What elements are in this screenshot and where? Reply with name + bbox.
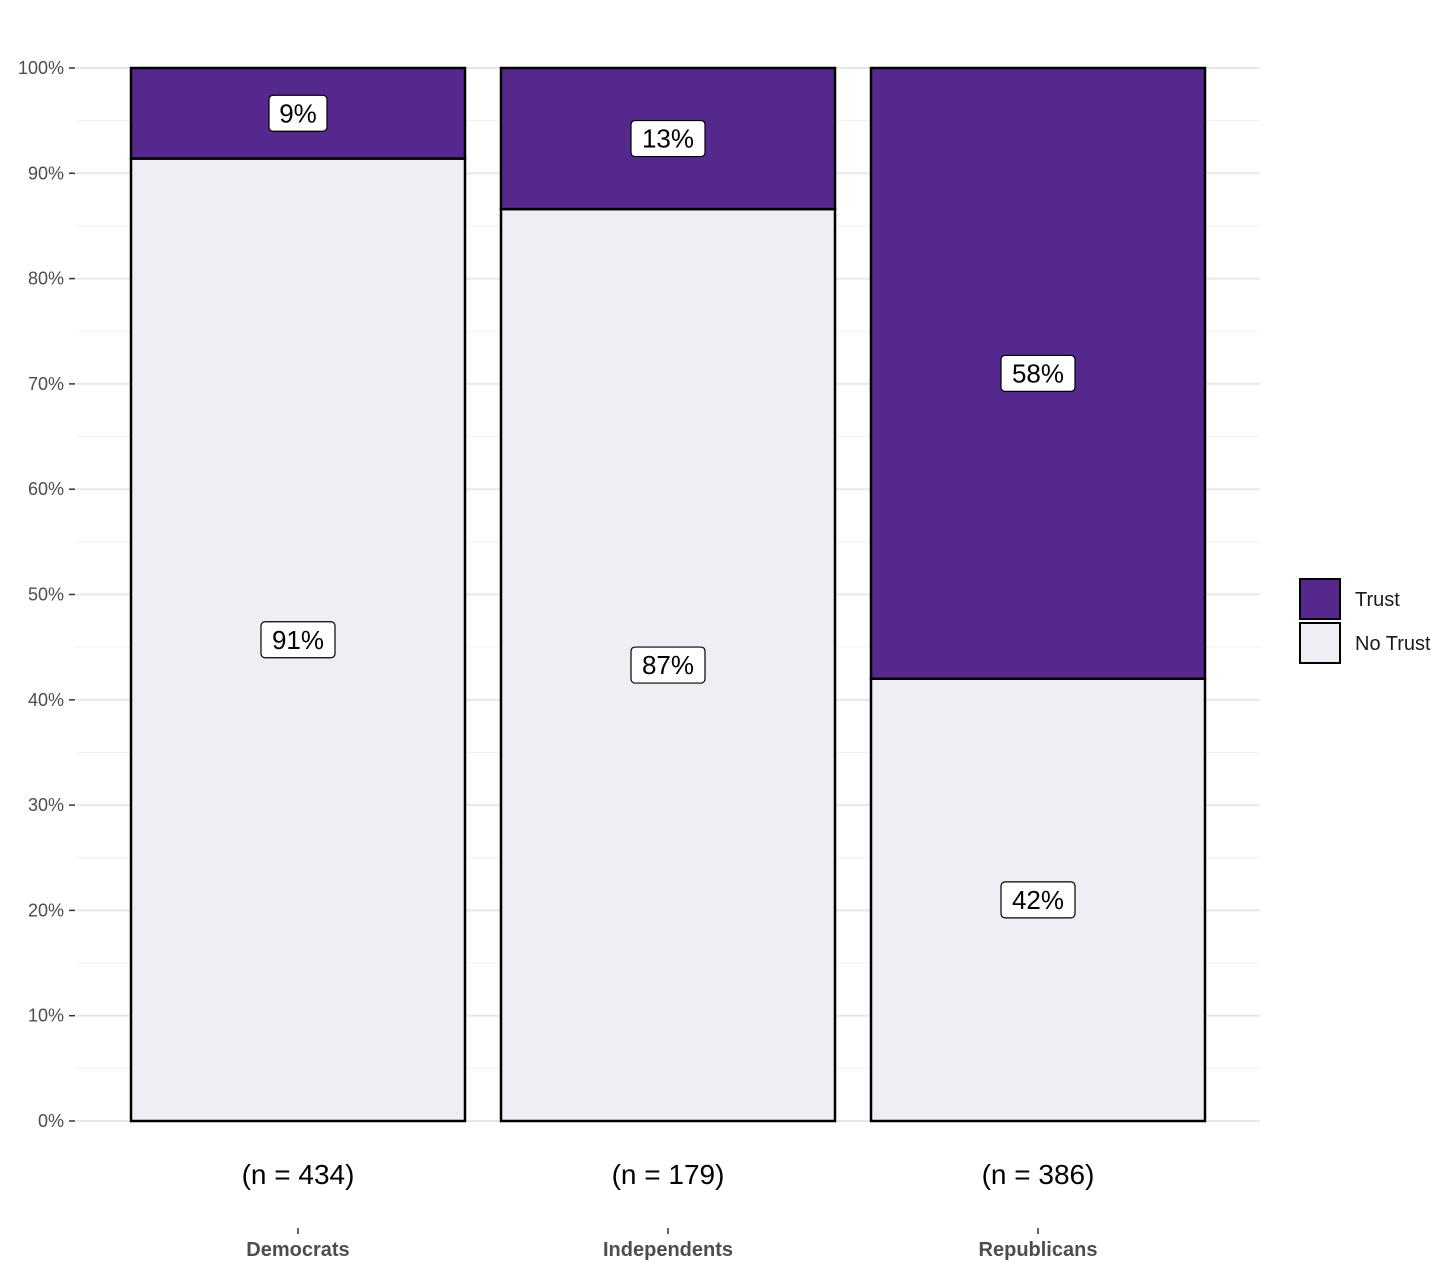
data-label: 13% bbox=[642, 124, 694, 154]
y-tick-label: 100% bbox=[18, 58, 64, 78]
y-tick-label: 0% bbox=[38, 1111, 64, 1131]
data-label: 42% bbox=[1012, 885, 1064, 915]
y-tick-label: 80% bbox=[28, 269, 64, 289]
legend-key-no-trust bbox=[1299, 622, 1341, 664]
y-tick-label: 40% bbox=[28, 690, 64, 710]
data-label: 91% bbox=[272, 625, 324, 655]
data-label-box bbox=[260, 621, 336, 659]
legend: Trust No Trust bbox=[1299, 578, 1431, 664]
legend-label: Trust bbox=[1355, 589, 1400, 611]
data-label: 87% bbox=[642, 650, 694, 680]
data-label: 9% bbox=[279, 98, 317, 128]
y-tick-label: 90% bbox=[28, 163, 64, 183]
sample-size-label: (n = 386) bbox=[982, 1159, 1095, 1190]
legend-key-trust bbox=[1299, 578, 1341, 620]
y-tick-label: 20% bbox=[28, 900, 64, 920]
x-tick-label: Democrats bbox=[246, 1239, 349, 1261]
bars bbox=[129, 66, 1207, 1123]
data-label-box bbox=[630, 119, 706, 158]
x-tick-label: Republicans bbox=[979, 1239, 1098, 1261]
data-label-box bbox=[268, 94, 328, 132]
y-tick-label: 70% bbox=[28, 374, 64, 394]
sample-size-label: (n = 179) bbox=[612, 1159, 725, 1190]
legend-label: No Trust bbox=[1355, 633, 1431, 655]
data-label: 58% bbox=[1012, 358, 1064, 388]
data-labels: 91% 9% 87% 13% 42% 58% bbox=[260, 94, 1076, 919]
y-tick-label: 30% bbox=[28, 795, 64, 815]
bar-segment-trust bbox=[869, 66, 1207, 680]
data-label-box bbox=[1000, 354, 1076, 392]
y-tick-label: 50% bbox=[28, 585, 64, 605]
data-label-box bbox=[630, 646, 706, 684]
data-label-box bbox=[1000, 881, 1076, 919]
x-tick-label: Independents bbox=[603, 1239, 733, 1261]
y-tick-label: 60% bbox=[28, 479, 64, 499]
sample-size-label: (n = 434) bbox=[242, 1159, 355, 1190]
axes: 0% 10% 20% 30% 40% 50% 60% 70% 80% 90% 100% (n = 43… bbox=[18, 58, 1098, 1261]
y-tick-label: 10% bbox=[28, 1006, 64, 1026]
